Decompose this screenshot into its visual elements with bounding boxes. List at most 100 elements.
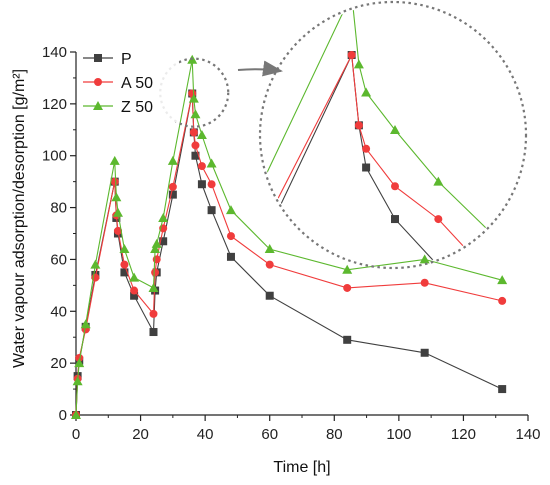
zoom-detail — [262, 4, 524, 266]
zoom-series-line — [262, 52, 524, 266]
data-point — [167, 155, 178, 165]
data-point — [168, 190, 177, 199]
data-point — [207, 180, 216, 189]
x-tick-label: 100 — [386, 426, 411, 443]
data-point — [71, 410, 81, 419]
y-axis-title: Water vapour adsorption/desorption [g/m²… — [11, 69, 28, 368]
data-point — [188, 93, 199, 103]
legend-item-a-50: A 50 — [83, 75, 153, 92]
series-z-50 — [71, 54, 508, 419]
zoom-data-point — [390, 125, 400, 134]
data-point — [110, 177, 119, 186]
zoom-arrow — [237, 60, 283, 77]
data-point — [158, 212, 169, 222]
data-point — [420, 348, 429, 357]
data-point — [265, 291, 274, 300]
y-tick-label: 80 — [50, 200, 67, 217]
data-point — [152, 255, 161, 264]
x-tick-label: 140 — [515, 426, 540, 443]
zoom-data-point — [353, 59, 364, 69]
data-point — [168, 182, 177, 191]
data-point — [265, 260, 274, 269]
data-point — [190, 109, 201, 119]
data-point — [497, 275, 508, 285]
series-layer — [71, 54, 508, 419]
axes: 0 20 40 60 80 100 120 140 0 20 40 60 80 100 120 140 — [42, 44, 541, 443]
data-point — [189, 128, 198, 137]
zoom-source-circle — [159, 57, 230, 128]
legend-label: A 50 — [121, 75, 153, 92]
data-point — [120, 268, 129, 277]
zoom-data-point — [433, 176, 444, 186]
data-point — [264, 244, 275, 254]
data-point — [419, 254, 430, 264]
data-point — [74, 358, 85, 368]
data-point — [225, 205, 236, 215]
data-point — [226, 252, 235, 261]
y-tick-label: 20 — [50, 355, 67, 372]
y-tick-label: 0 — [59, 407, 67, 424]
legend: P A 50 Z 50 — [81, 44, 179, 122]
zoom-data-point — [354, 121, 363, 130]
data-point — [75, 353, 84, 362]
data-point — [80, 319, 91, 329]
zoom-data-point — [362, 163, 371, 172]
data-point — [197, 162, 206, 171]
data-point — [119, 244, 130, 254]
data-point — [226, 232, 235, 241]
data-point — [130, 286, 139, 295]
x-tick-label: 20 — [132, 426, 149, 443]
legend-marker — [93, 101, 103, 110]
x-tick-label: 80 — [326, 426, 343, 443]
data-point — [112, 207, 123, 217]
data-point — [129, 272, 140, 282]
data-point — [498, 296, 507, 305]
data-point — [159, 237, 168, 246]
data-point — [111, 192, 122, 202]
x-tick-label: 60 — [261, 426, 278, 443]
data-point — [113, 226, 122, 235]
zoom-series-line — [262, 53, 524, 266]
zoom-data-point — [391, 182, 399, 191]
legend-marker — [94, 78, 102, 86]
y-tick-label: 100 — [42, 148, 67, 165]
data-point — [343, 335, 352, 344]
data-point — [109, 155, 120, 165]
data-point — [191, 151, 200, 160]
zoom-data-point — [391, 215, 399, 224]
data-point — [207, 206, 216, 215]
zoom-target-circle — [258, 0, 528, 270]
x-tick-label: 0 — [72, 426, 80, 443]
zoom-series-a-50 — [262, 51, 524, 266]
legend-item-z-50: Z 50 — [83, 99, 153, 116]
data-point — [130, 291, 139, 300]
zoom-data-point — [362, 144, 371, 153]
data-point — [148, 282, 159, 292]
legend-item-p: P — [83, 51, 132, 68]
zoom-data-point — [361, 87, 372, 97]
data-point — [150, 244, 161, 254]
y-tick-label: 140 — [42, 44, 67, 61]
data-point — [206, 158, 217, 168]
data-point — [120, 260, 129, 269]
legend-label: Z 50 — [121, 99, 153, 116]
data-point — [90, 259, 101, 269]
data-point — [151, 238, 162, 248]
x-axis-title: Time [h] — [273, 459, 330, 476]
data-point — [343, 283, 352, 292]
zoom-annotation — [159, 0, 528, 270]
data-point — [149, 309, 158, 318]
x-tick-label: 120 — [451, 426, 476, 443]
legend-label: P — [121, 51, 132, 68]
data-point — [197, 180, 206, 189]
x-tick-label: 40 — [197, 426, 214, 443]
data-point — [151, 268, 160, 277]
data-point — [420, 278, 429, 287]
legend-marker — [94, 54, 102, 62]
zoom-series-p — [262, 51, 524, 266]
data-point — [342, 264, 353, 274]
data-point — [149, 328, 158, 337]
data-point — [196, 129, 207, 139]
y-tick-label: 40 — [50, 303, 67, 320]
